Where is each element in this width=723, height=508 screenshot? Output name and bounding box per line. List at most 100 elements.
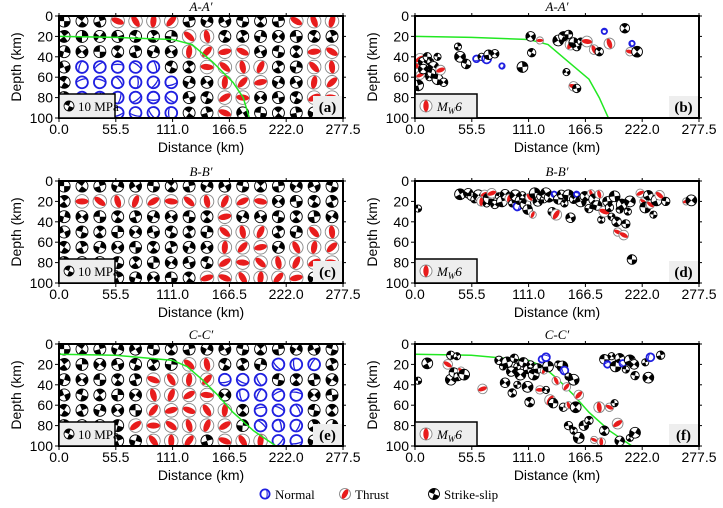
stress-beachball [181, 44, 197, 59]
stress-beachball [59, 357, 71, 371]
compressional-quadrant [112, 45, 123, 58]
stress-beachball [129, 373, 143, 387]
compressional-quadrant [570, 427, 577, 435]
thrust-lobe [636, 190, 644, 196]
normal-lobe [135, 75, 139, 90]
x-tick-label: 277.5 [681, 449, 716, 465]
y-tick-label: 20 [37, 356, 53, 372]
stress-beachball [271, 357, 286, 372]
compressional-quadrant [94, 181, 106, 193]
event-beachball [550, 208, 563, 221]
compressional-quadrant [428, 488, 440, 500]
compressional-quadrant [77, 181, 87, 193]
compressional-quadrant [183, 241, 196, 253]
stress-beachball [271, 210, 285, 224]
scale-legend-label: 10 MPa [78, 99, 119, 114]
compressional-quadrant [326, 374, 338, 385]
beachball-outline [253, 388, 268, 402]
stress-beachball [235, 194, 250, 209]
stress-beachball [289, 194, 303, 208]
stress-beachball [253, 403, 268, 418]
stress-beachball [110, 60, 125, 74]
magnitude-value: 6 [455, 264, 462, 279]
stress-beachball [129, 225, 143, 239]
stress-beachball [289, 357, 304, 372]
x-tick-label: 55.5 [458, 286, 485, 302]
event-beachball [599, 425, 610, 436]
thrust-lobe [307, 48, 321, 55]
compressional-quadrant [439, 79, 448, 86]
event-beachball [645, 352, 656, 363]
compressional-quadrant [77, 344, 87, 356]
thrust-lobe [203, 30, 211, 43]
stress-beachball [164, 16, 179, 29]
stress-beachball [217, 255, 233, 270]
stress-beachball [111, 357, 125, 371]
stress-beachball [111, 388, 125, 402]
stress-beachball [111, 225, 125, 239]
x-tick-label: 277.5 [325, 449, 360, 465]
normal-lobe [273, 359, 284, 370]
stress-beachball [164, 106, 179, 118]
normal-lobe [600, 29, 608, 32]
stress-beachball [93, 357, 107, 371]
panel-f: C-C′ 0.0 55.5 111.0 166.5 222.0 277.5 0 20 40 60 80… [364, 327, 717, 483]
panel-label: (f) [676, 428, 691, 444]
stress-beachball [164, 433, 179, 446]
magnitude-symbol: M [436, 427, 449, 442]
compressional-quadrant [290, 76, 303, 88]
slab-line [59, 353, 277, 446]
compressional-quadrant [254, 211, 267, 223]
compressional-quadrant [326, 389, 338, 401]
event-beachball [453, 42, 463, 51]
thrust-lobe [219, 258, 231, 267]
thrust-lobe [619, 232, 628, 238]
compressional-quadrant [272, 16, 285, 28]
magnitude-legend-label: MW6 [436, 427, 462, 444]
compressional-quadrant [111, 30, 124, 43]
thrust-lobe [200, 274, 214, 282]
stress-beachball [325, 357, 339, 371]
stress-beachball [75, 45, 89, 59]
beachball-outline [164, 90, 179, 105]
y-axis-label: Depth (km) [364, 32, 380, 101]
event-beachball [505, 366, 517, 377]
stress-beachball [253, 270, 268, 283]
thrust-lobe [183, 390, 195, 400]
event-beachball [603, 37, 616, 50]
stress-beachball [146, 433, 161, 446]
stress-beachball [164, 403, 179, 418]
thrust-lobe [309, 61, 320, 73]
stress-beachball [74, 194, 90, 209]
stress-beachball [271, 434, 286, 446]
normal-lobe [265, 488, 268, 500]
stress-beachball [164, 225, 178, 239]
compressional-quadrant [290, 106, 303, 118]
event-beachball [513, 380, 522, 389]
stress-beachball [164, 387, 179, 403]
normal-lobe [146, 97, 161, 101]
compressional-quadrant [201, 181, 213, 192]
stress-beachball [289, 255, 304, 270]
compressional-quadrant [614, 436, 625, 446]
stress-beachball [110, 194, 125, 209]
x-tick-label: 166.5 [212, 449, 247, 465]
event-beachball [435, 64, 446, 76]
stress-beachball [200, 16, 214, 28]
compressional-quadrant [201, 242, 213, 253]
y-tick-label: 0 [45, 8, 53, 24]
x-tick-label: 0.0 [49, 121, 69, 137]
compressional-quadrant [76, 241, 88, 254]
thrust-lobe [647, 201, 654, 208]
compressional-quadrant [308, 181, 321, 192]
stress-beachball [235, 44, 250, 59]
stress-beachball [271, 181, 285, 193]
stress-beachball [324, 16, 340, 29]
event-beachball [596, 437, 606, 446]
panel-title: C-C′ [189, 327, 214, 342]
axes-frame [414, 343, 700, 447]
stress-beachball [289, 388, 304, 402]
event-beachball [635, 188, 645, 198]
compressional-quadrant [621, 219, 631, 229]
x-tick-label: 166.5 [568, 286, 603, 302]
